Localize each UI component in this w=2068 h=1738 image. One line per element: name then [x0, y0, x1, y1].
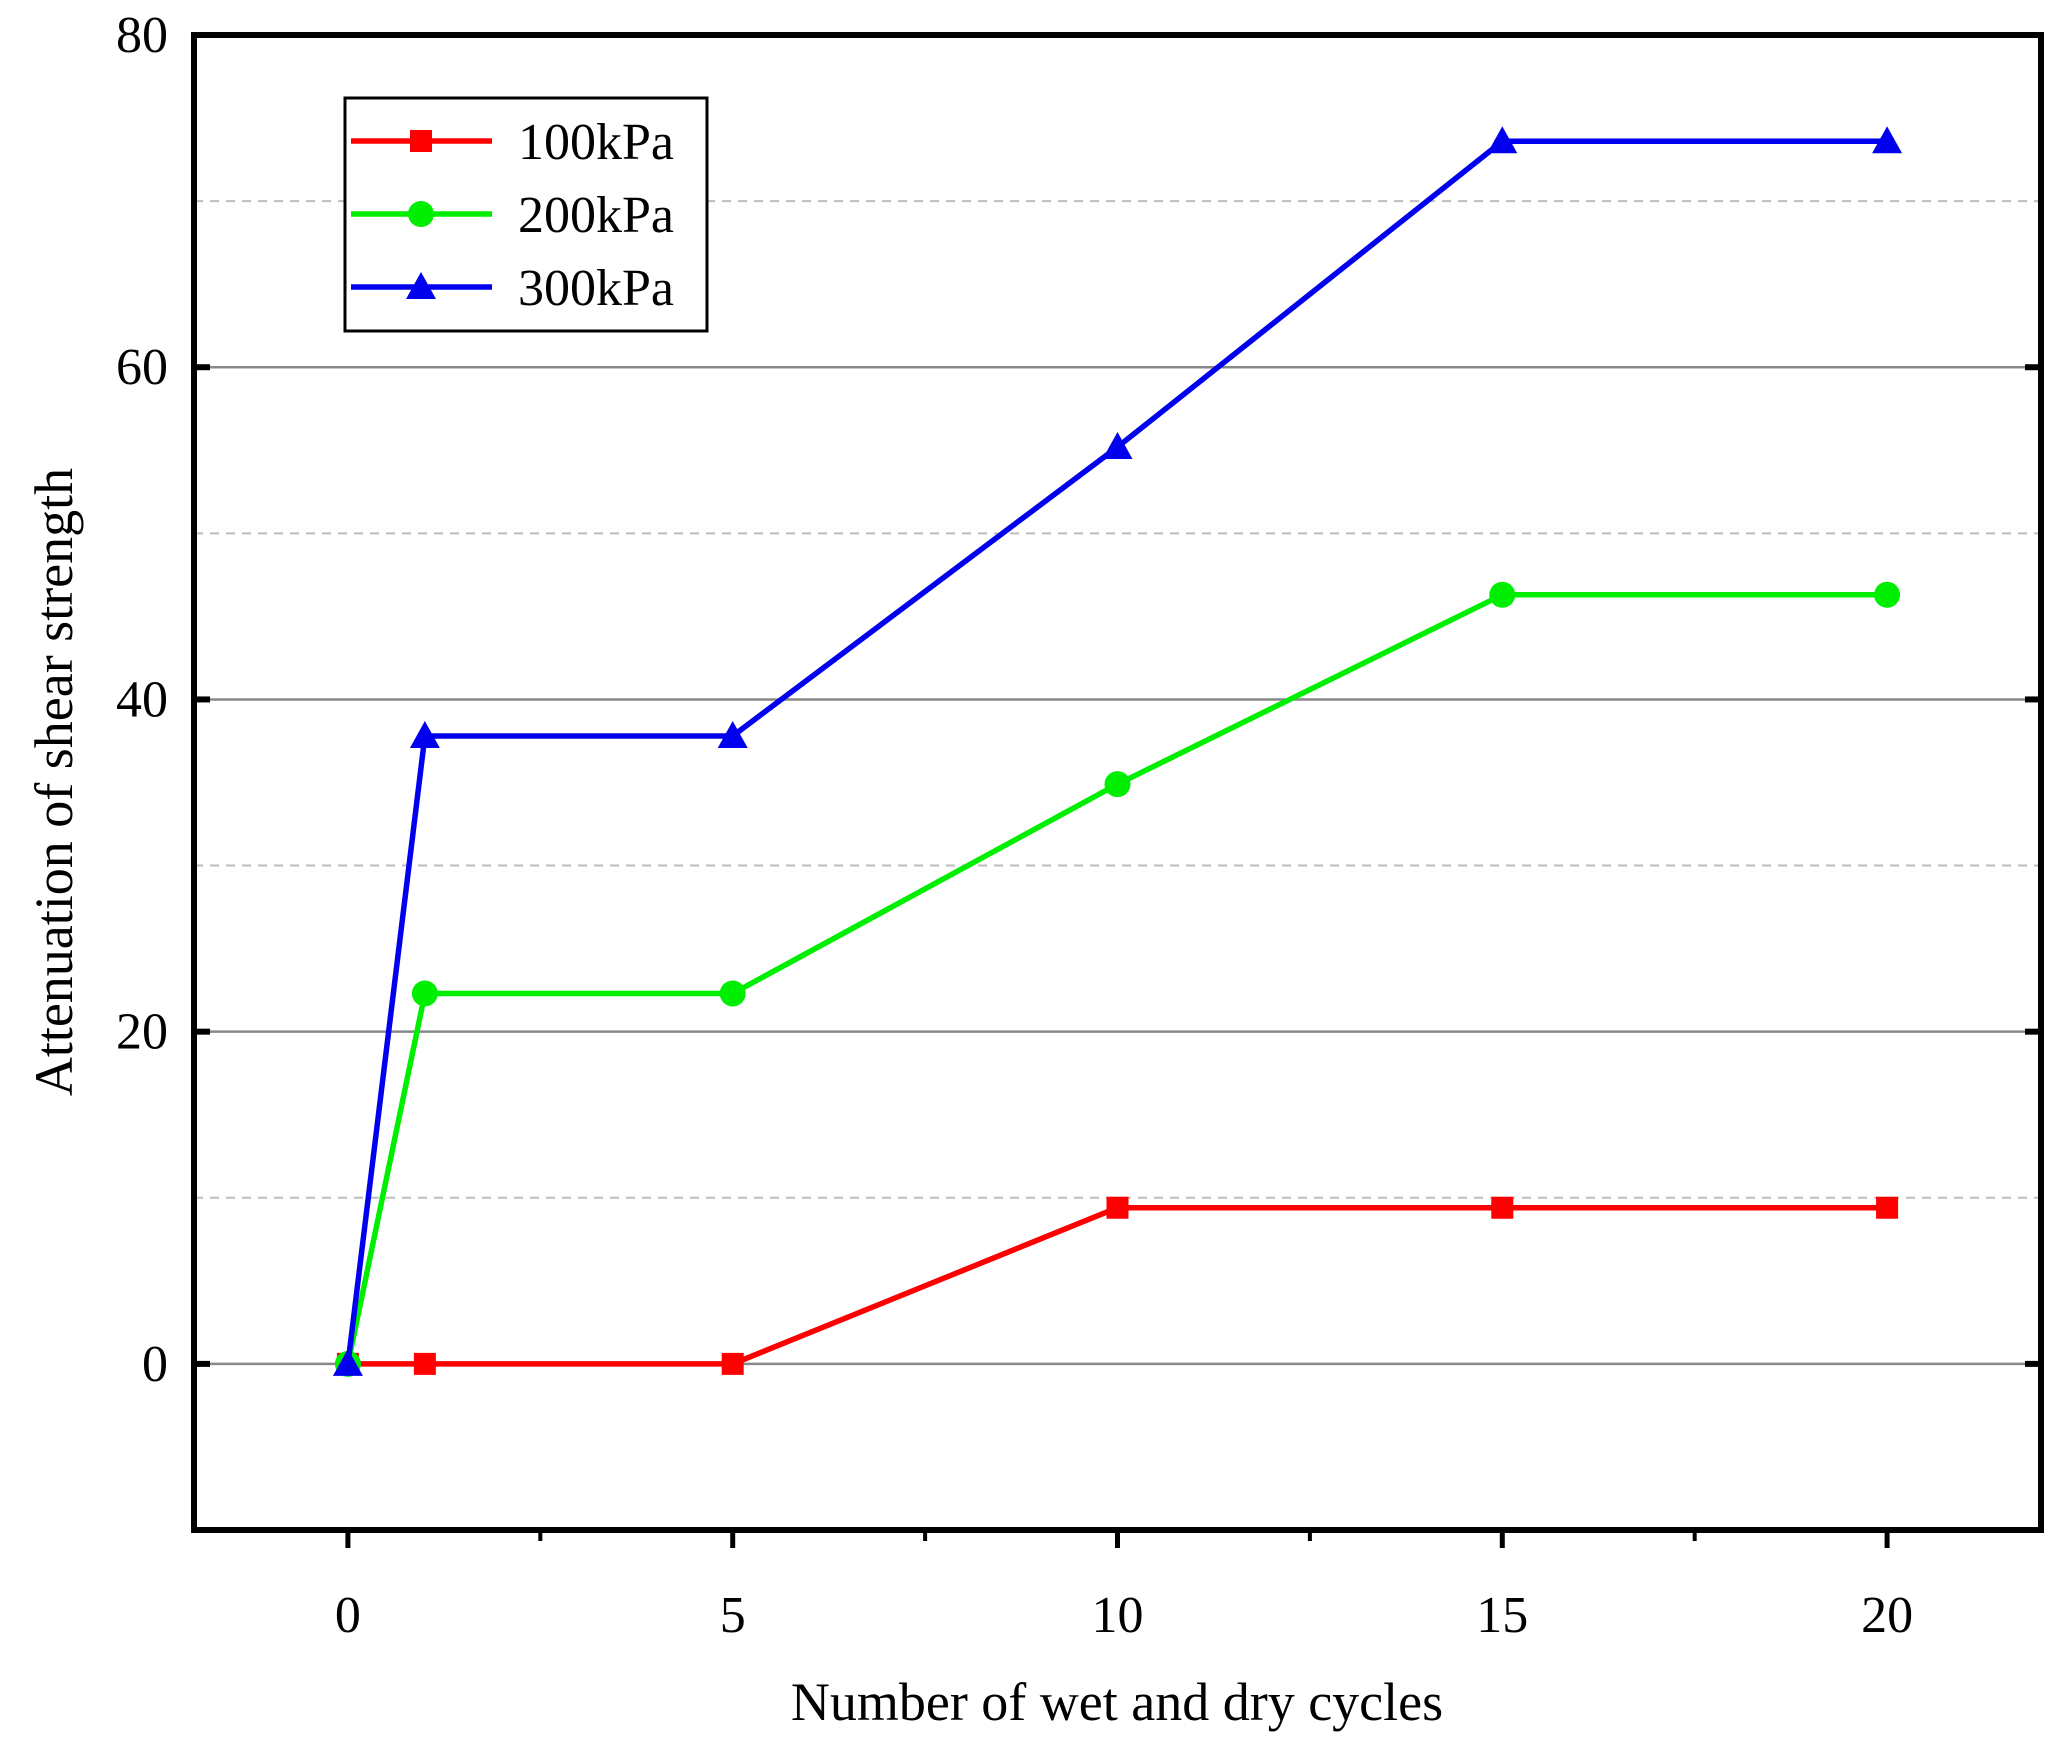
series-line-300kPa [345, 138, 1888, 1365]
x-tick-label: 0 [335, 1587, 361, 1644]
data-point-100kPa [413, 1352, 436, 1375]
y-tick-label: 40 [116, 671, 168, 728]
data-point-100kPa [1491, 1196, 1514, 1219]
data-point-100kPa [721, 1352, 744, 1375]
data-point-200kPa [1104, 771, 1131, 798]
legend-marker-300kPa [406, 272, 436, 299]
data-point-300kPa [1872, 126, 1903, 154]
y-tick-label: 60 [116, 339, 168, 396]
legend: 100kPa 200kPa 300kPa [343, 96, 709, 333]
x-tick-label: 20 [1861, 1587, 1913, 1644]
data-point-200kPa [1874, 581, 1901, 608]
legend-marker-100kPa [410, 130, 432, 152]
data-point-200kPa [719, 980, 746, 1007]
series-line-200kPa [345, 592, 1888, 1365]
x-tick-label: 10 [1092, 1587, 1144, 1644]
data-point-100kPa [1876, 1196, 1899, 1219]
tick-layer: 0 20 40 60 80 0 5 10 15 20 [116, 7, 2041, 1644]
y-tick-label: 0 [142, 1336, 168, 1393]
data-point-300kPa [1487, 126, 1518, 154]
series-line-100kPa [347, 1204, 1888, 1367]
data-point-300kPa [1102, 431, 1133, 459]
series-layer [332, 126, 1903, 1377]
y-tick-label: 20 [116, 1004, 168, 1061]
x-tick-label: 15 [1476, 1587, 1528, 1644]
legend-marker-200kPa [408, 201, 434, 227]
data-point-300kPa [409, 720, 440, 748]
legend-label-300kPa: 300kPa [518, 260, 674, 317]
data-point-200kPa [411, 980, 438, 1007]
legend-label-100kPa: 100kPa [518, 114, 674, 171]
data-point-300kPa [717, 720, 748, 748]
data-point-100kPa [1106, 1196, 1129, 1219]
data-point-200kPa [1489, 581, 1516, 608]
legend-label-200kPa: 200kPa [518, 187, 674, 244]
y-tick-label: 80 [116, 7, 168, 64]
x-tick-label: 5 [720, 1587, 746, 1644]
y-axis-title: Attenuation of shear strength [24, 468, 84, 1096]
data-point-300kPa [332, 1348, 363, 1376]
x-axis-title: Number of wet and dry cycles [791, 1672, 1443, 1732]
